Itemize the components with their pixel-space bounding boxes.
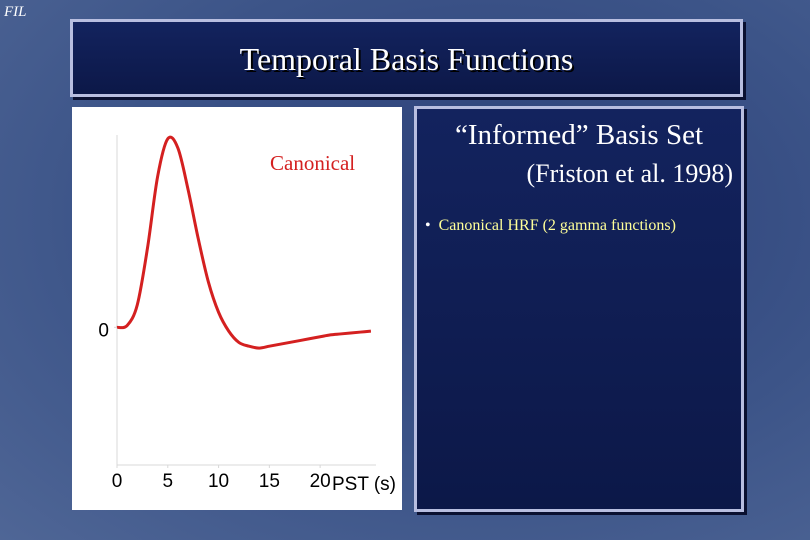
x-tick-label: 0 bbox=[112, 471, 123, 492]
chart-background bbox=[72, 107, 402, 510]
annotation: Canonical bbox=[270, 151, 355, 175]
text-panel: “Informed” Basis Set (Friston et al. 199… bbox=[414, 106, 744, 512]
bullet: • Canonical HRF (2 gamma functions) bbox=[425, 217, 676, 234]
bullet-text: Canonical HRF (2 gamma functions) bbox=[438, 217, 676, 234]
y-tick-label: 0 bbox=[98, 320, 109, 341]
x-tick-label: 15 bbox=[259, 471, 280, 492]
citation: (Friston et al. 1998) bbox=[526, 159, 733, 188]
x-tick-label: 5 bbox=[162, 471, 173, 492]
x-tick-label: 10 bbox=[208, 471, 229, 492]
panel-heading: “Informed” Basis Set bbox=[454, 119, 704, 151]
logo: FIL bbox=[4, 4, 27, 20]
title: Temporal Basis Functions bbox=[70, 19, 743, 97]
x-axis-label: PST (s) bbox=[332, 474, 396, 495]
x-tick-label: 20 bbox=[310, 471, 331, 492]
hrf-line bbox=[116, 135, 372, 350]
chart: 0 5 10 15 20 0 PST (s) Canonical bbox=[72, 107, 402, 510]
